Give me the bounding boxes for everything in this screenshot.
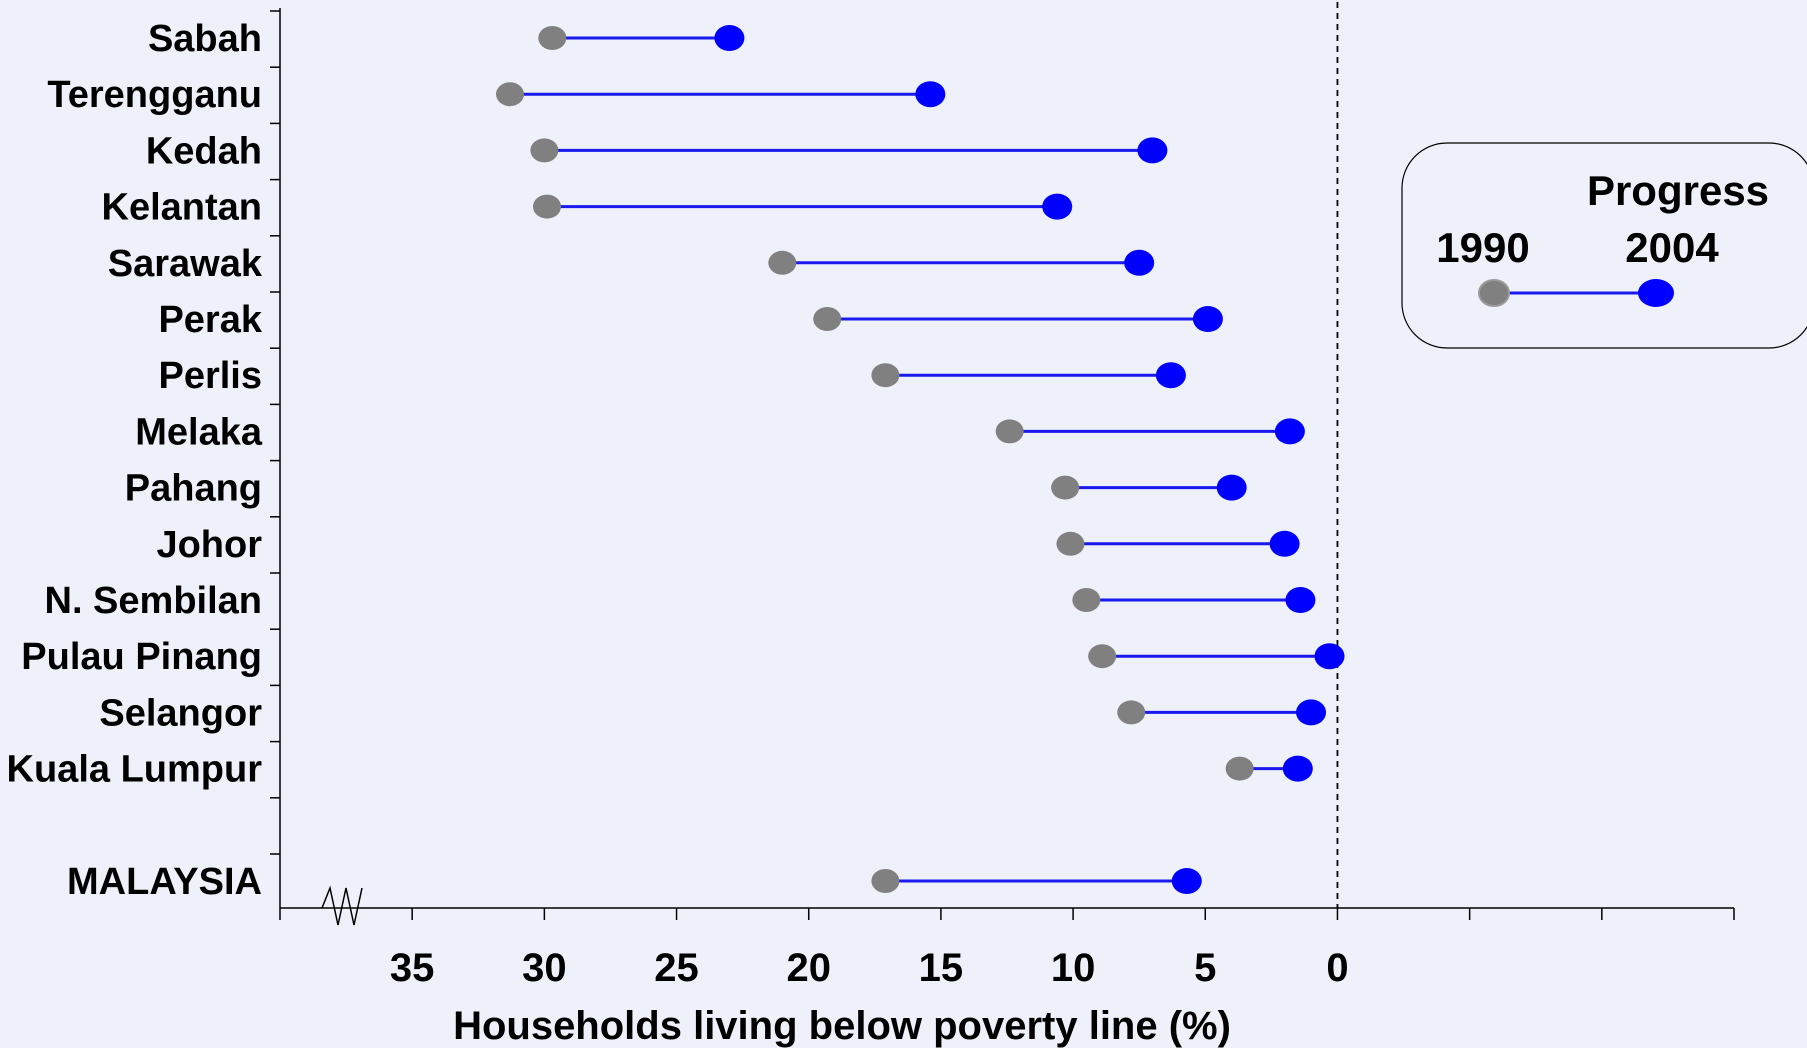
x-tick-label: 30 xyxy=(522,946,567,990)
marker-2004 xyxy=(1274,418,1305,445)
row-label: N. Sembilan xyxy=(45,580,263,622)
marker-2004 xyxy=(1192,306,1223,332)
marker-2004 xyxy=(1042,193,1073,220)
x-tick-label: 10 xyxy=(1051,946,1096,990)
marker-1990 xyxy=(1056,531,1085,556)
marker-2004 xyxy=(1269,530,1300,557)
x-tick-label: 15 xyxy=(919,946,964,990)
marker-2004 xyxy=(1296,699,1327,726)
marker-1990 xyxy=(538,26,567,50)
x-tick-label: 0 xyxy=(1326,946,1348,990)
marker-1990 xyxy=(871,869,900,893)
row-label: MALAYSIA xyxy=(67,861,262,903)
legend-marker-1990 xyxy=(1478,279,1510,307)
marker-1990 xyxy=(871,363,900,388)
marker-1990 xyxy=(1117,700,1146,725)
axis-break-mark xyxy=(321,885,363,926)
x-tick-label: 35 xyxy=(390,946,435,990)
marker-1990 xyxy=(1051,475,1080,500)
legend-label-1990: 1990 xyxy=(1436,224,1529,271)
marker-2004 xyxy=(1155,362,1186,389)
marker-2004 xyxy=(1137,137,1168,164)
row-label: Perak xyxy=(158,299,262,341)
marker-1990 xyxy=(1088,644,1117,669)
marker-2004 xyxy=(1282,755,1313,782)
x-axis-title: Households living below poverty line (%) xyxy=(453,1004,1231,1048)
marker-1990 xyxy=(813,307,842,331)
marker-2004 xyxy=(1171,868,1202,894)
row-label: Johor xyxy=(156,524,262,566)
row-label: Sabah xyxy=(148,18,262,60)
rows: Sabah Terengganu Kedah Kelantan Sarawak Perak… xyxy=(7,18,1345,903)
marker-2004 xyxy=(1216,474,1247,501)
marker-1990 xyxy=(533,194,562,219)
row-label: Kelantan xyxy=(102,187,262,229)
marker-1990 xyxy=(1225,756,1254,781)
row-label: Perlis xyxy=(158,355,262,397)
axes xyxy=(270,8,1734,926)
legend-label-2004: 2004 xyxy=(1625,224,1719,271)
marker-2004 xyxy=(1285,587,1316,613)
legend-marker-2004 xyxy=(1638,279,1674,307)
marker-2004 xyxy=(1314,643,1345,670)
x-tick-label: 25 xyxy=(654,946,699,990)
row-label: Sarawak xyxy=(108,243,263,285)
row-label: Terengganu xyxy=(47,74,262,116)
legend: Progress 1990 2004 xyxy=(1401,142,1807,349)
marker-1990 xyxy=(768,250,797,275)
x-tick-label: 5 xyxy=(1194,946,1216,990)
marker-2004 xyxy=(714,25,745,51)
legend-title: Progress xyxy=(1587,167,1769,214)
marker-1990 xyxy=(995,419,1024,444)
row-label: Pahang xyxy=(125,468,262,510)
marker-1990 xyxy=(495,82,524,107)
x-ticks: 35 30 25 20 15 10 5 0 xyxy=(279,908,1735,990)
row-label: Kuala Lumpur xyxy=(7,749,263,791)
marker-1990 xyxy=(530,138,559,163)
row-label: Melaka xyxy=(135,411,263,453)
marker-1990 xyxy=(1072,588,1101,612)
marker-2004 xyxy=(915,81,946,108)
x-tick-label: 20 xyxy=(786,946,831,990)
row-label: Selangor xyxy=(99,692,262,734)
marker-2004 xyxy=(1124,249,1155,276)
row-label: Pulau Pinang xyxy=(21,636,262,678)
row-label: Kedah xyxy=(146,130,262,172)
